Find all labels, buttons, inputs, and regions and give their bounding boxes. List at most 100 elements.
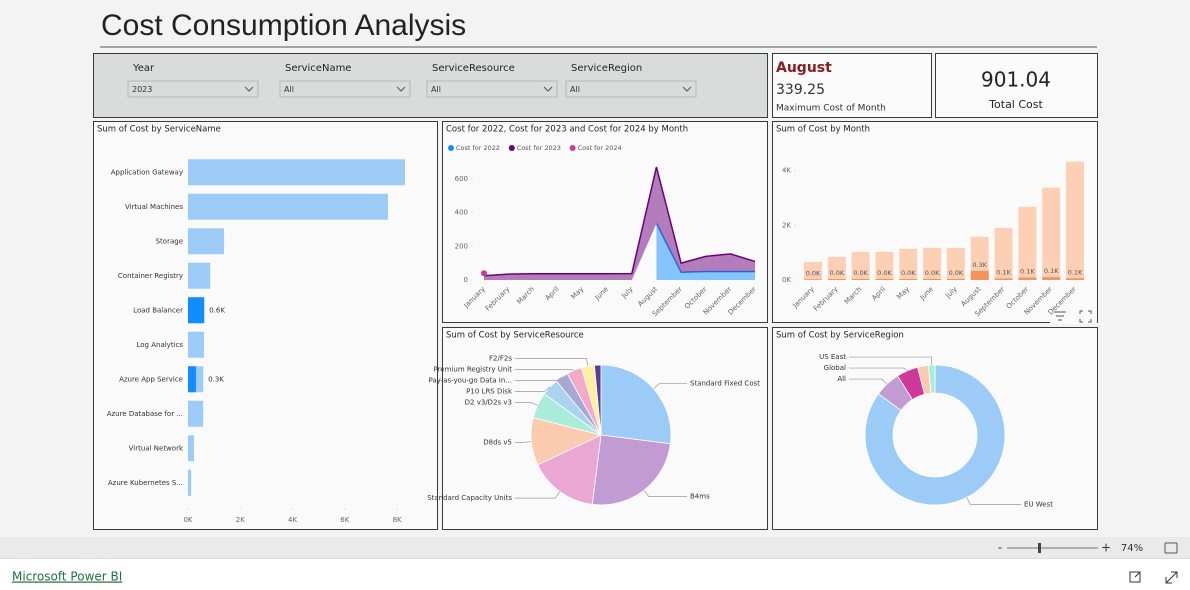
report-title: Cost Consumption Analysis xyxy=(101,9,466,42)
slicer-dropdown[interactable] xyxy=(127,80,259,98)
bar xyxy=(1066,278,1084,280)
slice xyxy=(591,434,671,506)
legend-label: Cost for 2023 xyxy=(517,144,561,152)
bar xyxy=(970,236,989,280)
data-label: 0.0K xyxy=(806,269,821,277)
bar xyxy=(188,297,205,324)
chart-panel xyxy=(93,121,438,530)
legend-label: Cost for 2024 xyxy=(578,144,622,152)
fullscreen-icon[interactable] xyxy=(1165,571,1178,584)
y-tick-label: Storage xyxy=(156,237,183,245)
slice-label: Global xyxy=(824,364,846,372)
x-tick-label: 8K xyxy=(393,516,402,524)
slice xyxy=(537,434,602,505)
data-label: 0.0K xyxy=(925,269,940,277)
slice xyxy=(593,364,602,436)
bar xyxy=(827,279,846,280)
chart-title: Sum of Cost by Month xyxy=(776,125,870,135)
chart-title: Sum of Cost by ServiceRegion xyxy=(776,331,904,341)
y-tick-label: 200 xyxy=(455,242,468,250)
bar xyxy=(851,251,870,280)
slicer-value: All xyxy=(284,85,294,94)
bar xyxy=(899,248,918,280)
slice-label: P10 LRS Disk xyxy=(466,387,513,395)
y-tick-label: 2K xyxy=(782,221,791,229)
bar xyxy=(188,193,388,220)
bar xyxy=(188,469,192,496)
fit-page-icon[interactable] xyxy=(1164,542,1178,554)
data-label: 0.0K xyxy=(877,269,892,277)
card-panel xyxy=(772,53,932,118)
slice xyxy=(864,364,1006,506)
filter-icon[interactable] xyxy=(1054,311,1066,321)
zoom-knob[interactable] xyxy=(1038,543,1041,553)
bar xyxy=(994,227,1013,280)
zoom-out[interactable]: - xyxy=(998,541,1002,555)
legend-marker xyxy=(508,145,515,151)
visual-header-icons xyxy=(1050,307,1097,324)
leader-line xyxy=(849,367,908,372)
leader-line xyxy=(966,497,1021,505)
slicer-dropdown[interactable] xyxy=(565,80,697,98)
chevron[interactable] xyxy=(396,86,406,92)
chevron[interactable] xyxy=(244,86,254,92)
card-panel xyxy=(935,53,1098,118)
bar xyxy=(875,278,894,280)
focus-mode-icon[interactable] xyxy=(1079,310,1092,323)
zoom-level: 74% xyxy=(1121,543,1143,554)
y-tick-label: Container Registry xyxy=(118,272,183,280)
card-value: 901.04 xyxy=(981,68,1051,92)
chevron[interactable] xyxy=(682,86,692,92)
slicer-value: 2023 xyxy=(132,85,152,94)
y-tick-label: Application Gateway xyxy=(111,168,183,176)
bar xyxy=(188,400,204,427)
slice-label: F2/F2s xyxy=(489,354,512,362)
chart-title: Cost for 2022, Cost for 2023 and Cost fo… xyxy=(446,125,688,135)
bar xyxy=(851,278,870,280)
area-fill xyxy=(484,167,755,280)
card-title: August xyxy=(776,60,832,76)
leader-line xyxy=(849,356,933,366)
slicer-label: ServiceName xyxy=(285,63,351,74)
y-tick-label: Virtual Network xyxy=(129,444,184,452)
x-tick-label: 4K xyxy=(288,516,297,524)
y-tick-label: Azure App Service xyxy=(119,375,183,383)
zoom-in[interactable]: + xyxy=(1101,541,1111,555)
slicer-label: ServiceResource xyxy=(432,63,515,74)
bar xyxy=(946,278,965,280)
slice-label: D2 v3/D2s v3 xyxy=(465,398,512,406)
y-tick-label: Azure Database for ... xyxy=(107,410,183,418)
x-tick-label: 0K xyxy=(183,516,192,524)
data-label: 0.6K xyxy=(209,306,225,314)
bar xyxy=(946,247,965,280)
y-tick-label: Log Analytics xyxy=(136,341,183,349)
bar xyxy=(1018,206,1037,280)
bar xyxy=(1018,277,1037,280)
slicer-dropdown[interactable] xyxy=(426,80,558,98)
brand-link[interactable]: Microsoft Power BI xyxy=(12,570,122,584)
x-tick-label: 6K xyxy=(340,516,349,524)
leader-line xyxy=(643,490,687,497)
data-label: 0.0K xyxy=(830,269,845,277)
slice-label: EU West xyxy=(1024,500,1053,508)
bar xyxy=(1066,161,1084,280)
bar xyxy=(188,366,196,393)
legend-marker xyxy=(448,145,454,151)
data-label: 0.1K xyxy=(1068,268,1083,276)
bar xyxy=(923,247,942,280)
bottom-bar xyxy=(0,558,1190,590)
legend-marker xyxy=(569,145,576,151)
share-icon[interactable] xyxy=(1129,571,1141,583)
slicer-dropdown[interactable] xyxy=(279,80,411,98)
leader-line xyxy=(515,376,562,381)
bar xyxy=(994,278,1013,280)
chevron[interactable] xyxy=(543,86,553,92)
bar xyxy=(875,251,894,280)
bar xyxy=(188,262,211,289)
area-fill xyxy=(656,223,755,280)
bar xyxy=(970,270,989,280)
slice-label: B4ms xyxy=(690,493,710,501)
